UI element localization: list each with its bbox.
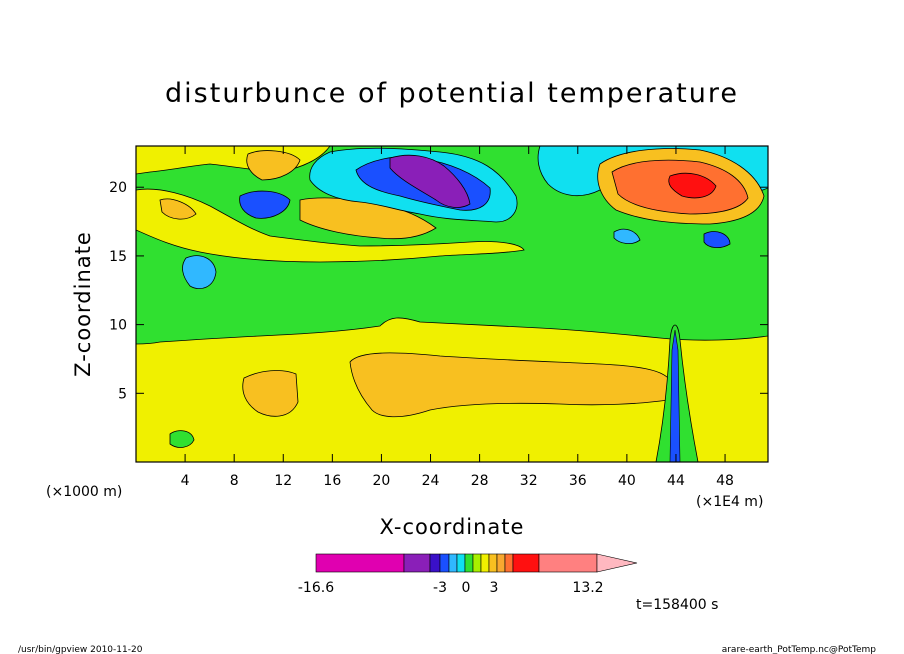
- x-tick-label: 44: [667, 473, 685, 489]
- x-tick-label: 32: [520, 473, 538, 489]
- colorbar: [315, 553, 638, 573]
- x-axis-ticks: 4 8 12 16 20 24 28 32 36 40 44 48: [181, 146, 734, 489]
- heatmap-purple-anomaly: [389, 154, 471, 208]
- y-tick-label: 10: [109, 318, 127, 334]
- heatmap-cyan-spot: [182, 255, 217, 289]
- heatmap-orange-top: [246, 150, 301, 181]
- colorbar-segment: [464, 553, 474, 573]
- heatmap-plume-core: [669, 329, 681, 462]
- time-label: t=158400 s: [636, 597, 718, 613]
- y-tick-label: 15: [109, 249, 127, 265]
- colorbar-min-label: -16.6: [298, 580, 334, 596]
- colorbar-max-label: 13.2: [572, 580, 603, 596]
- y-axis-label: Z-coordinate: [71, 231, 95, 377]
- colorbar-segment: [429, 553, 441, 573]
- colorbar-segment: [488, 553, 498, 573]
- colorbar-segment: [403, 553, 431, 573]
- colorbar-label-neg3: -3: [433, 580, 447, 596]
- colorbar-segment: [480, 553, 490, 573]
- y-tick-label: 20: [109, 180, 127, 196]
- x-axis-label: X-coordinate: [380, 515, 525, 539]
- colorbar-segment: [472, 553, 482, 573]
- footer-right: arare-earth_PotTemp.nc@PotTemp: [722, 645, 877, 654]
- plot-frame: [135, 145, 769, 463]
- colorbar-segment: [512, 553, 540, 573]
- x-tick-label: 12: [274, 473, 292, 489]
- x-unit-right: (×1E4 m): [696, 494, 763, 510]
- heatmap-blue-low-right: [703, 231, 731, 248]
- colorbar-segment: [496, 553, 506, 573]
- x-tick-label: 28: [471, 473, 489, 489]
- heatmap-green-spot: [169, 430, 195, 448]
- heatmap-warm-core: [668, 172, 717, 199]
- colorbar-segment: [439, 553, 450, 573]
- x-unit-left: (×1000 m): [46, 484, 122, 500]
- colorbar-segment: [456, 553, 466, 573]
- x-tick-label: 8: [230, 473, 239, 489]
- x-tick-label: 20: [373, 473, 391, 489]
- y-tick-label: 5: [118, 386, 127, 402]
- heatmap-plot: [136, 146, 768, 462]
- x-tick-label: 40: [618, 473, 636, 489]
- colorbar-segment: [538, 553, 598, 573]
- colorbar-extend-arrow: [596, 553, 638, 573]
- x-tick-label: 16: [323, 473, 341, 489]
- colorbar-label-3: 3: [490, 580, 499, 596]
- x-tick-label: 24: [422, 473, 440, 489]
- x-tick-label: 4: [181, 473, 190, 489]
- heatmap-orange-spot: [159, 198, 197, 220]
- colorbar-segment: [504, 553, 514, 573]
- chart-title: disturbunce of potential temperature: [165, 78, 739, 109]
- heatmap-yellow-upper: [136, 188, 525, 263]
- y-axis-ticks: 5 10 15 20: [109, 180, 768, 402]
- colorbar-segment: [315, 553, 405, 573]
- x-tick-label: 36: [569, 473, 587, 489]
- colorbar-label-0: 0: [462, 580, 471, 596]
- heatmap-orange-patch: [242, 370, 299, 417]
- heatmap-orange-band: [349, 352, 669, 418]
- colorbar-segment: [448, 553, 458, 573]
- heatmap-blue-spot: [239, 190, 291, 219]
- x-tick-label: 48: [716, 473, 734, 489]
- heatmap-blue-low-left: [613, 228, 641, 244]
- footer-left: /usr/bin/gpview 2010-11-20: [18, 645, 143, 654]
